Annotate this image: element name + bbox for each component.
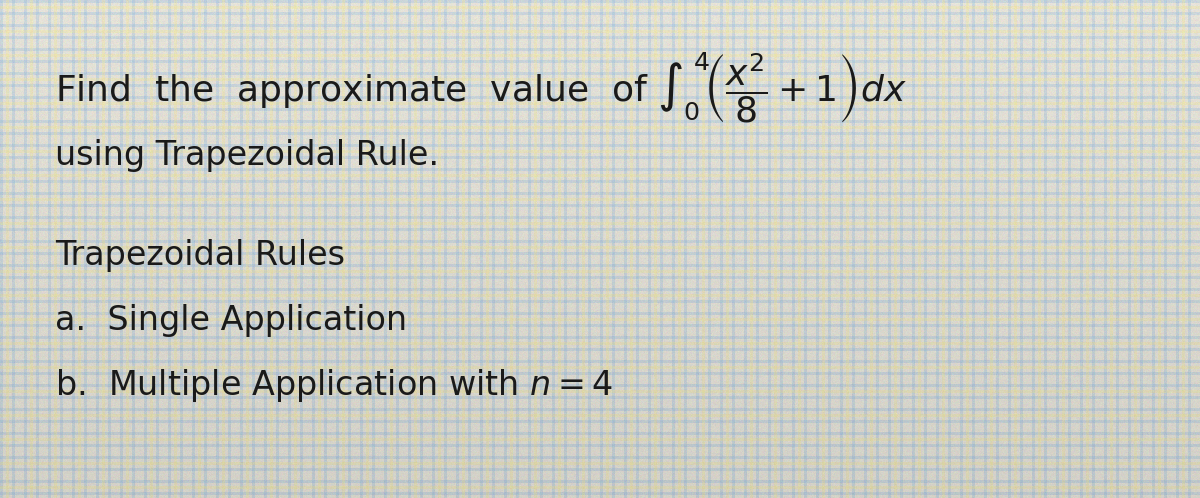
Text: Trapezoidal Rules: Trapezoidal Rules [55, 239, 346, 271]
Text: b.  Multiple Application with $n = 4$: b. Multiple Application with $n = 4$ [55, 367, 613, 403]
Text: a.  Single Application: a. Single Application [55, 303, 407, 337]
Text: using Trapezoidal Rule.: using Trapezoidal Rule. [55, 138, 439, 171]
Text: Find  the  approximate  value  of $\int_0^{\,4} \!\left(\dfrac{x^2}{8} + 1\right: Find the approximate value of $\int_0^{\… [55, 50, 907, 125]
